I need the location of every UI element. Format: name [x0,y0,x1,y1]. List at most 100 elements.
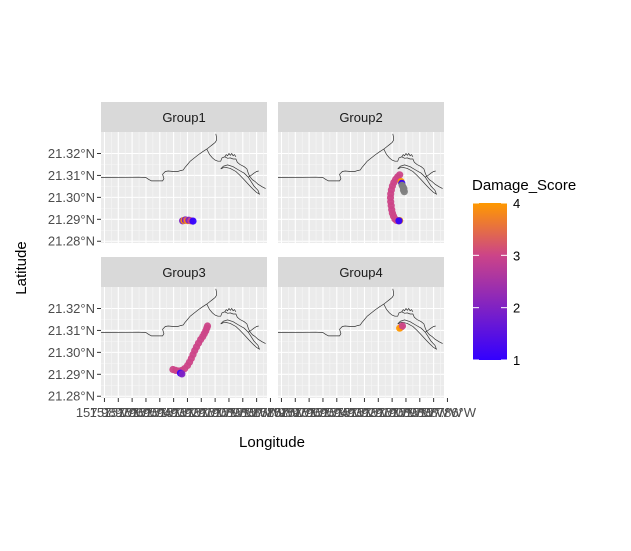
data-point [189,217,197,225]
x-tick-label: 157.89°W [200,405,258,420]
y-tick-label: 21.31°N [48,168,95,183]
y-tick-label: 21.31°N [48,323,95,338]
strip-label-group4: Group4 [339,265,382,280]
x-tick-label: 157.94°W [131,405,189,420]
x-tick-label: 157.95°W [117,405,175,420]
basemap-group1 [101,133,266,195]
y-tick-label: 21.29°N [48,367,95,382]
coastline [224,152,237,157]
grid-group2 [278,132,444,243]
legend: Damage_Score 1 2 3 4 [472,177,576,368]
legend-ticks: 1 2 3 4 [473,196,520,368]
x-tick-label: 157.87°W [228,405,286,420]
grid-group1 [101,132,267,243]
strip-label-group1: Group1 [162,110,205,125]
strip-group2 [278,102,444,132]
coastline [224,307,237,312]
x-tick-label: 157.91°W [173,405,231,420]
y-tick-label: 21.30°N [48,345,95,360]
legend-tick-label: 3 [513,248,520,263]
x-tick-label: 157.88°W [391,405,449,420]
coastline [206,148,266,189]
coastline [220,319,261,350]
data-point [203,322,212,330]
coastline [383,148,443,189]
y-axis-title: Latitude [13,241,30,294]
points-group4 [396,322,407,332]
x-axis-right: 157.98°W157.97°W157.96°W157.95°W157.94°W… [253,398,477,420]
x-tick-label: 157.90°W [364,405,422,420]
panel-bg-group1 [101,132,267,243]
x-tick-label: 157.92°W [159,405,217,420]
coastline [401,152,414,157]
panel-bg-group2 [278,132,444,243]
panel-bg-group3 [101,287,267,398]
panel-bg-group4 [278,287,444,398]
coastline [278,288,394,337]
coastline [401,307,414,312]
legend-colorbar [473,203,507,360]
strip-group1 [101,102,267,132]
y-tick-label: 21.30°N [48,190,95,205]
data-point [398,322,407,330]
x-tick-label: 157.86°W [242,405,300,420]
x-tick-label: 157.91°W [350,405,408,420]
coastline [206,303,266,344]
legend-tick-label: 2 [513,301,520,316]
coastline [425,170,436,178]
y-tick-label: 21.29°N [48,212,95,227]
coastline [248,170,259,178]
x-tick-label: 157.92°W [336,405,394,420]
coastline [101,288,217,337]
coastline [397,164,438,195]
x-tick-label: 157.98°W [253,405,311,420]
strip-label-group2: Group2 [339,110,382,125]
facet-group1: Group1 [101,102,267,243]
basemap-group4 [278,288,443,350]
legend-tick-label: 1 [513,353,520,368]
y-axis-bottom: 21.28°N 21.29°N 21.30°N 21.31°N 21.32°N [48,301,101,404]
points-group1 [179,216,197,225]
x-tick-label: 157.96°W [104,405,162,420]
points-group3 [169,322,212,378]
data-point [395,217,403,225]
x-tick-label: 157.96°W [281,405,339,420]
x-tick-label: 157.89°W [377,405,435,420]
coastline [220,164,261,195]
x-tick-label: 157.88°W [214,405,272,420]
x-tick-label: 157.97°W [90,405,148,420]
data-point [400,188,408,196]
strip-label-group3: Group3 [162,265,205,280]
legend-title: Damage_Score [472,177,576,194]
coastline [248,325,259,333]
facet-group2: Group2 [278,102,444,243]
x-tick-label: 157.87°W [405,405,463,420]
facet-group4: Group4 [278,257,444,398]
legend-tick-label: 4 [513,196,520,211]
x-tick-label: 157.90°W [187,405,245,420]
x-tick-label: 157.86°W [419,405,477,420]
y-tick-label: 21.28°N [48,234,95,249]
basemap-group2 [278,133,443,195]
x-tick-label: 157.93°W [145,405,203,420]
x-tick-label: 157.98°W [76,405,134,420]
data-point [178,370,186,378]
strip-group3 [101,257,267,287]
points-group2 [386,171,408,225]
y-tick-label: 21.32°N [48,301,95,316]
basemap-group3 [101,288,266,350]
coastline [278,133,394,182]
x-tick-label: 157.97°W [267,405,325,420]
x-axis-title: Longitude [239,434,305,451]
x-tick-label: 157.93°W [322,405,380,420]
strip-group4 [278,257,444,287]
x-tick-label: 157.95°W [294,405,352,420]
coastline [383,303,443,344]
y-axis-top: 21.28°N 21.29°N 21.30°N 21.31°N 21.32°N [48,146,101,249]
coastline [397,319,438,350]
coastline [101,133,217,182]
grid-group4 [278,287,444,398]
coastline [425,325,436,333]
y-tick-label: 21.28°N [48,389,95,404]
